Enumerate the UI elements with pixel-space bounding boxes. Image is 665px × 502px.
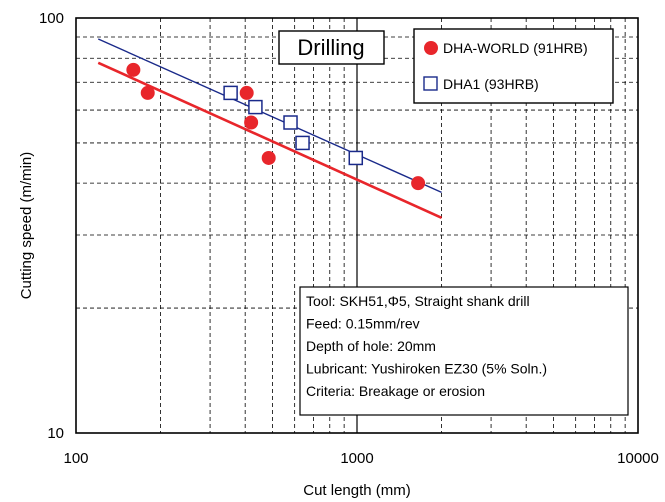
legend-marker-dha1 — [423, 76, 438, 91]
test-condition-line: Depth of hole: 20mm — [306, 338, 436, 354]
test-condition-line: Lubricant: Yushiroken EZ30 (5% Soln.) — [306, 361, 547, 377]
data-point-dha-world — [411, 176, 426, 191]
trendlines — [97, 38, 443, 220]
data-point-dha-world — [140, 85, 155, 100]
plot-frame — [75, 17, 639, 434]
data-point-dha1 — [348, 150, 364, 166]
test-conditions-frame — [299, 286, 629, 416]
x-tick-label: 10000 — [617, 450, 659, 467]
x-axis-label: Cut length (mm) — [303, 482, 411, 499]
test-condition-line: Criteria: Breakage or erosion — [306, 383, 485, 399]
legend-marker-dha-world — [424, 41, 438, 55]
test-condition-value: 0.15mm/rev — [346, 316, 420, 332]
test-condition-label: Lubricant: — [306, 361, 371, 377]
tick-labels: 100 1000 10000 10 100 — [39, 10, 659, 467]
legend-label-dha-world: DHA-WORLD (91HRB) — [443, 40, 588, 56]
data-point-dha1 — [283, 115, 298, 130]
chart-title: Drilling — [297, 35, 364, 60]
test-condition-label: Tool: — [306, 293, 339, 309]
y-tick-label: 100 — [39, 10, 64, 27]
test-condition-value: Breakage or erosion — [359, 383, 485, 399]
x-tick-label: 100 — [63, 450, 88, 467]
test-condition-label: Criteria: — [306, 383, 359, 399]
y-axis-label: Cutting speed (m/min) — [18, 152, 35, 300]
data-points — [126, 62, 426, 191]
test-condition-value: Yushiroken EZ30 (5% Soln.) — [371, 361, 547, 377]
test-conditions-lines: Tool: SKH51,Φ5, Straight shank drill Feed… — [306, 293, 547, 399]
data-point-dha-world — [126, 62, 141, 77]
test-condition-label: Feed: — [306, 316, 346, 332]
data-point-dha-world — [261, 150, 276, 165]
test-condition-label: Depth of hole: — [306, 338, 397, 354]
data-point-dha-world — [244, 115, 259, 130]
data-point-dha1 — [223, 85, 238, 101]
chart-title-box: Drilling — [278, 30, 385, 65]
legend-frame — [413, 28, 614, 104]
test-condition-line: Tool: SKH51,Φ5, Straight shank drill — [306, 293, 530, 309]
legend: DHA-WORLD (91HRB) DHA1 (93HRB) — [413, 28, 614, 104]
chart-title-frame — [278, 30, 385, 65]
trendline-dha-world — [97, 61, 443, 220]
data-point-dha-world — [239, 85, 254, 100]
test-condition-value: SKH51,Φ5, Straight shank drill — [339, 293, 529, 309]
legend-label-dha1: DHA1 (93HRB) — [443, 76, 539, 92]
data-point-dha1 — [295, 135, 310, 151]
x-tick-label: 1000 — [340, 450, 373, 467]
test-condition-line: Feed: 0.15mm/rev — [306, 316, 420, 332]
test-conditions-box: Tool: SKH51,Φ5, Straight shank drill Feed… — [299, 286, 629, 416]
trendline-dha1 — [97, 38, 442, 194]
test-condition-value: 20mm — [397, 338, 436, 354]
y-tick-label: 10 — [47, 425, 64, 442]
data-point-dha1 — [248, 99, 263, 115]
